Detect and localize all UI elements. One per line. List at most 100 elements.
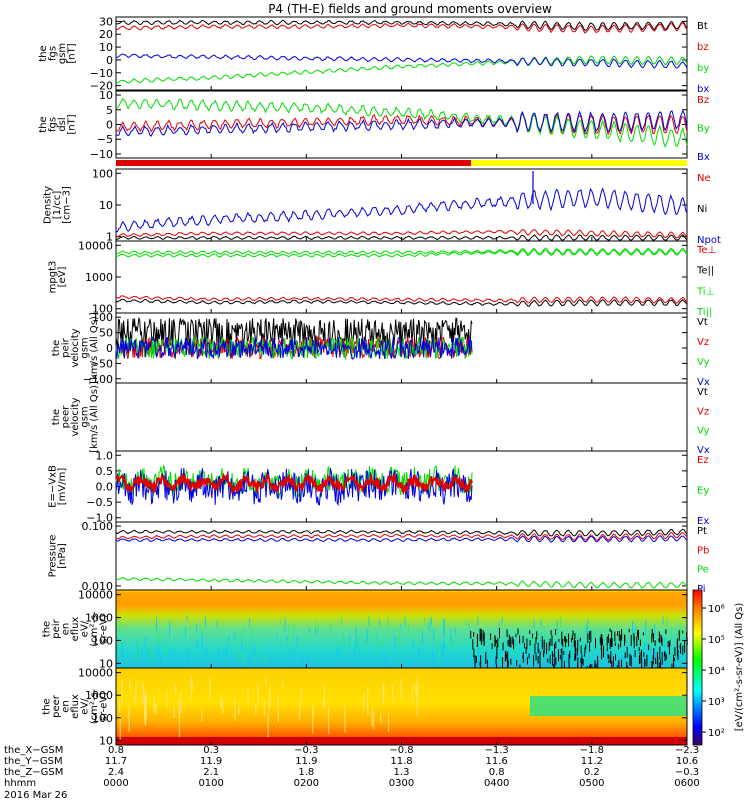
x-tick-label: 10.6: [676, 756, 698, 767]
colorbar-tick: 10³: [708, 697, 725, 708]
x-tick-label: 11.2: [581, 756, 603, 767]
y-axis-label: (cm²-s-: [89, 688, 100, 724]
panel-pressure: 0.100 0.010 Pressure[nPa] Pt Pb Pe Pi: [47, 520, 709, 595]
series-fgs-dsl-By: [115, 97, 688, 149]
y-axis-label: peer: [51, 694, 62, 718]
legend-efield-2: Ex: [697, 516, 709, 527]
y-tick-label: 10: [99, 734, 113, 747]
y-axis-label: the: [51, 409, 62, 425]
x-tick-label: 0300: [389, 778, 414, 789]
legend-efield-1: Ey: [697, 486, 709, 497]
y-axis-label: eV/: [80, 620, 91, 637]
colorbar: 10⁶ 10⁵ 10⁴ 10³ 10² [eV/(cm²-s-sr-eV)] (All …: [692, 589, 745, 746]
x-tick-label: 11.9: [295, 756, 317, 767]
x-tick-label: 0000: [103, 778, 128, 789]
efield-Ex: [115, 467, 473, 507]
y-tick-label: −100: [83, 373, 113, 386]
colorbar-tick: 10⁴: [708, 666, 725, 677]
velocity-trace-1: [115, 335, 473, 360]
colorbar-tick: 10²: [708, 728, 725, 739]
y-axis-label: eflux: [70, 694, 81, 719]
series-temperature-Ti⊥: [115, 248, 688, 258]
x-tick-label: −1.3: [485, 745, 509, 756]
y-tick-label: −0.5: [86, 496, 113, 509]
plot-title: P4 (TH-E) fields and ground moments over…: [268, 2, 552, 16]
colorbar-label: [eV/(cm²-s-sr-eV)] (All Qs): [734, 603, 745, 732]
y-axis-label: gsm: [57, 43, 68, 64]
y-tick-label: 0: [106, 342, 113, 355]
legend-temperature-2: Ti⊥: [696, 286, 714, 297]
x-axis-labels: the_X−GSMthe_Y−GSMthe_Z−GSMhhmm0.811.72.…: [4, 745, 700, 789]
y-axis-label: E=−VxB: [47, 465, 58, 508]
y-axis-label: the: [38, 45, 49, 61]
panel-frame: [115, 168, 688, 242]
y-tick-label: −5: [97, 133, 113, 146]
series-temperature-Te⊥: [115, 295, 688, 304]
y-axis-label: [eV]: [57, 267, 68, 288]
velocity-trace-3: [115, 336, 473, 360]
legend-temperature-3: Ti||: [696, 307, 712, 318]
series-pressure-Pe: [115, 577, 688, 589]
x-tick-label: −1.8: [580, 745, 604, 756]
y-axis-label: velocity: [70, 397, 81, 436]
x-tick-label: 0400: [484, 778, 509, 789]
x-tick-label: 0.2: [584, 767, 600, 778]
y-tick-label: 0: [106, 119, 113, 132]
y-axis-label: [cm−3]: [62, 186, 73, 224]
legend-pressure-0: Pt: [697, 526, 707, 537]
y-tick-label: 0.5: [96, 465, 114, 478]
x-tick-label: −2.3: [675, 745, 699, 756]
y-axis-label: the: [42, 621, 53, 637]
legend-peer-velocity-2: Vy: [697, 426, 710, 437]
y-axis-label: eflux: [70, 617, 81, 642]
panel-frame: [115, 382, 688, 452]
x-tick-label: −0.8: [389, 745, 413, 756]
legend-density-1: Ni: [697, 204, 707, 215]
x-tick-label: 0500: [579, 778, 604, 789]
y-tick-label: −10: [90, 67, 113, 80]
x-tick-label: −0.3: [294, 745, 318, 756]
y-tick-label: 10: [99, 199, 113, 212]
y-tick-label: −10: [90, 148, 113, 161]
y-tick-label: 100: [92, 303, 113, 316]
panel-peer-eflux: 10000 1000 100 10 thepeerenefluxeV/(cm²-s-sr…: [42, 667, 688, 747]
y-axis-label: en: [61, 623, 72, 636]
x-tick-label: 0.3: [203, 745, 219, 756]
y-tick-label: 10000: [78, 239, 113, 252]
y-axis-label: sr-eV): [99, 692, 110, 721]
x-row-label: the_Z−GSM: [4, 767, 63, 778]
legend-fgs-gsm-2: by: [697, 63, 709, 74]
legend-peer-velocity-0: Vt: [697, 387, 708, 398]
y-axis-label: the: [42, 698, 53, 714]
legend-fgs-dsl-2: Bx: [697, 152, 710, 163]
y-axis-label: mpgt3: [47, 261, 58, 294]
panel-temperature: 10000 1000 100 mpgt3[eV] Te⊥ Te|| Ti⊥ Ti||: [47, 239, 716, 318]
y-tick-label: 10: [99, 657, 113, 670]
x-tick-label: 11.9: [200, 756, 222, 767]
legend-peer-velocity-1: Vz: [697, 406, 709, 417]
legend-density-0: Ne: [697, 173, 711, 184]
panel-peir-eflux: 10000 1000 100 10 thepeirenefluxeV/(cm²-s-sr…: [42, 589, 688, 677]
legend-fgs-gsm-1: bz: [697, 42, 709, 53]
series-pressure-Pb: [115, 531, 688, 542]
series-density-Ne: [115, 229, 688, 239]
y-tick-label: 20: [99, 28, 113, 41]
x-tick-label: 11.6: [486, 756, 508, 767]
x-tick-label: 11.7: [105, 756, 127, 767]
legend-pressure-1: Pb: [697, 545, 709, 556]
y-axis-label: the: [38, 116, 49, 132]
y-axis-label: [km/s (All Qs)]: [89, 381, 100, 453]
y-tick-label: 100: [92, 311, 113, 324]
y-tick-label: 1000: [85, 612, 113, 625]
legend-peir-velocity-3: Vx: [697, 377, 710, 388]
y-axis-label: Pressure: [47, 535, 58, 578]
y-tick-label: 1000: [85, 689, 113, 702]
y-axis-label: the: [51, 340, 62, 356]
x-tick-label: 1.8: [298, 767, 314, 778]
legend-peir-velocity-0: Vt: [697, 317, 708, 328]
series-density-Ni: [115, 234, 688, 241]
y-axis-label: [nT]: [66, 43, 77, 63]
